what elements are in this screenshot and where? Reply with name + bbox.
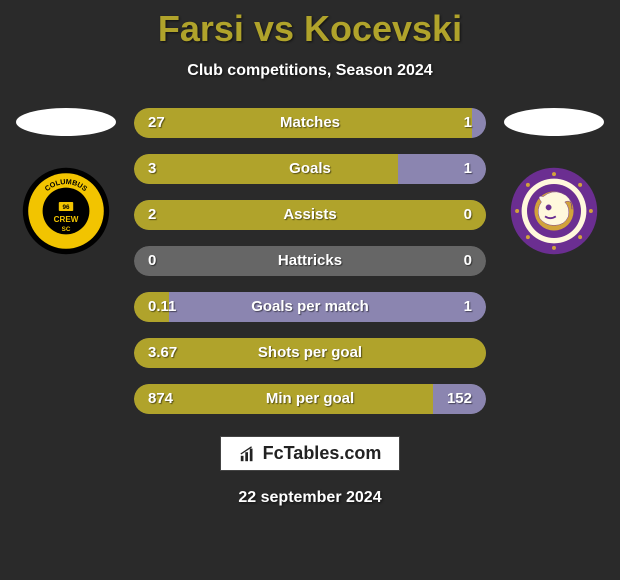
stat-bar: 271Matches: [134, 108, 486, 138]
watermark-label: FcTables.com: [263, 443, 382, 464]
right-team-logo: [509, 166, 599, 256]
stat-bar: 20Assists: [134, 200, 486, 230]
stat-label: Goals: [134, 154, 486, 184]
left-team-column: COLUMBUS 96 CREW SC: [6, 108, 126, 256]
stat-bar: 874152Min per goal: [134, 384, 486, 414]
footer-date: 22 september 2024: [0, 489, 620, 507]
content-row: COLUMBUS 96 CREW SC 271Matches 31Goals 20A…: [0, 108, 620, 430]
page-title: Farsi vs Kocevski: [0, 0, 620, 50]
left-badge-sc: SC: [62, 226, 71, 233]
left-ellipse-placeholder: [16, 108, 116, 136]
watermark: FcTables.com: [0, 436, 620, 471]
stats-container: 271Matches 31Goals 20Assists 00Hattricks 0.1…: [126, 108, 494, 430]
left-badge-year: 96: [62, 204, 70, 211]
stat-label: Assists: [134, 200, 486, 230]
watermark-box[interactable]: FcTables.com: [220, 436, 401, 471]
stat-bar: 3.67Shots per goal: [134, 338, 486, 368]
stat-label: Min per goal: [134, 384, 486, 414]
right-team-column: [494, 108, 614, 256]
stat-label: Goals per match: [134, 292, 486, 322]
page-subtitle: Club competitions, Season 2024: [0, 62, 620, 80]
left-team-logo: COLUMBUS 96 CREW SC: [21, 166, 111, 256]
stat-bar: 31Goals: [134, 154, 486, 184]
stat-label: Matches: [134, 108, 486, 138]
stat-bar: 0.111Goals per match: [134, 292, 486, 322]
stat-label: Hattricks: [134, 246, 486, 276]
chart-icon: [239, 445, 257, 463]
left-badge-crew: CREW: [54, 215, 79, 224]
stat-label: Shots per goal: [134, 338, 486, 368]
stat-bar: 00Hattricks: [134, 246, 486, 276]
right-ellipse-placeholder: [504, 108, 604, 136]
